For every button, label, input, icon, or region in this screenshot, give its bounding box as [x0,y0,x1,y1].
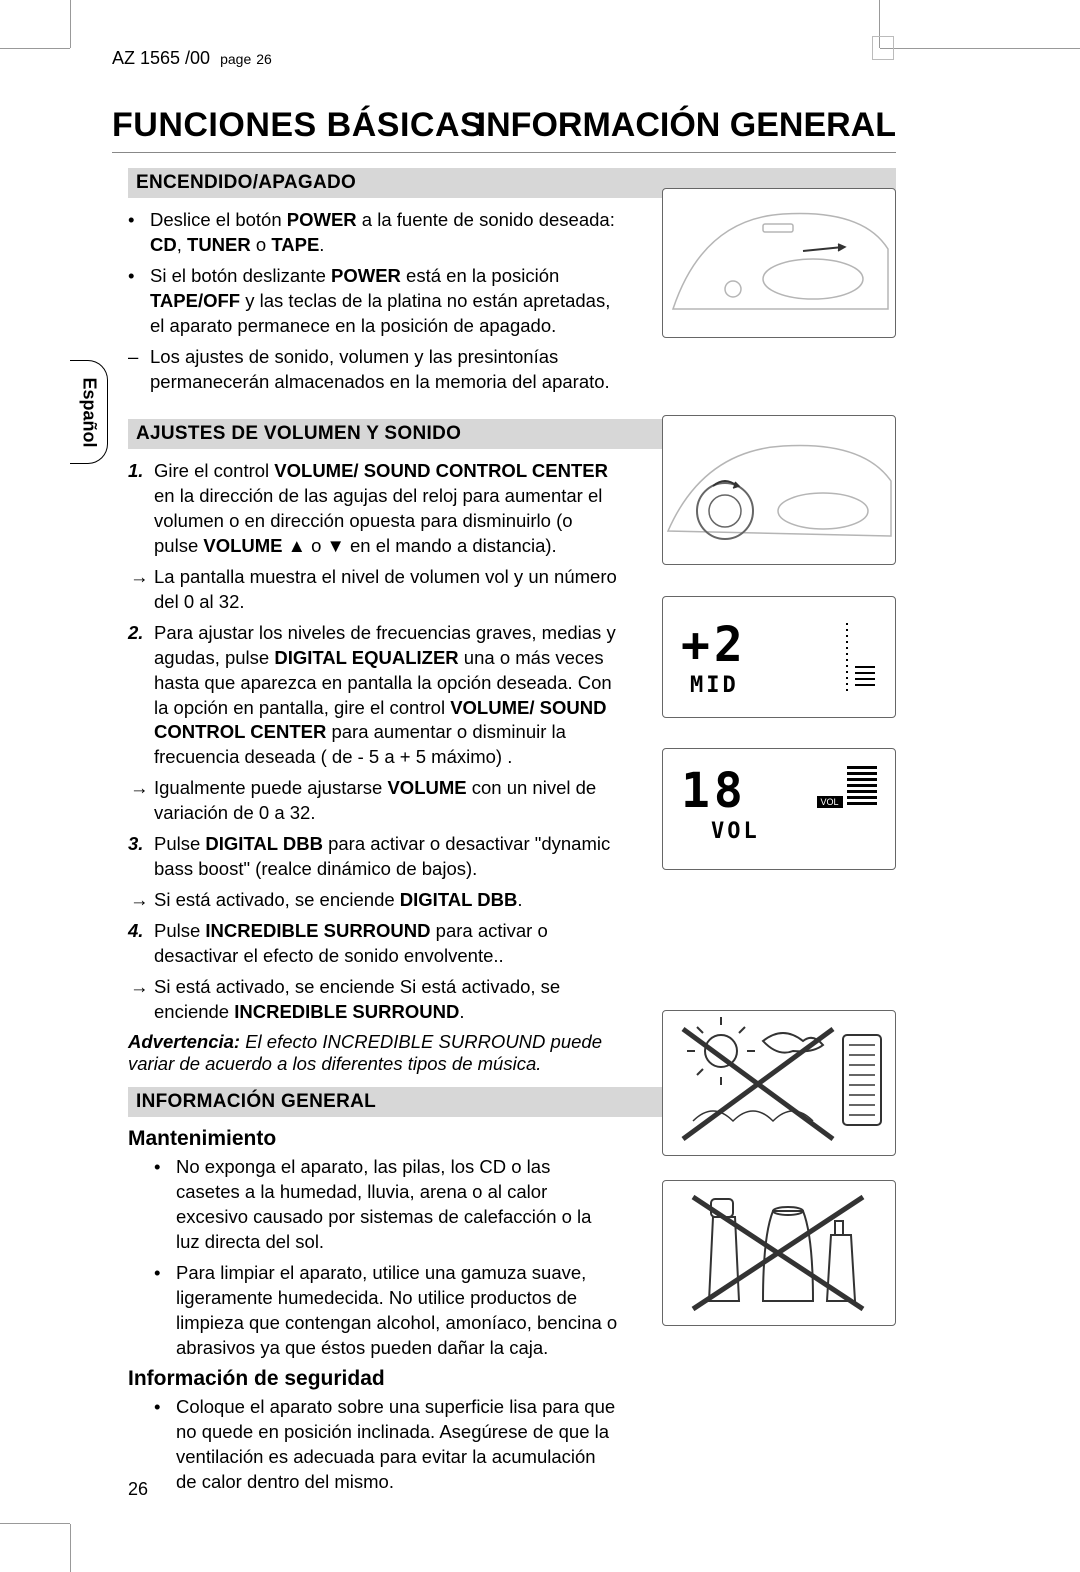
volume-step-3: 3. Pulse DIGITAL DBB para activar o desa… [128,832,618,882]
volume-result-1: → La pantalla muestra el nivel de volume… [128,565,618,615]
volume-result-2: → Igualmente puede ajustarse VOLUME con … [128,776,618,826]
maintenance-subheading: Mantenimiento [128,1127,618,1151]
maintenance-bullet-1: • No exponga el aparato, las pilas, los … [128,1155,618,1255]
page-label: page [220,51,251,67]
volume-warning: Advertencia: El efecto INCREDIBLE SURROU… [128,1031,618,1075]
figure-display-vol: 18 VOL VOL [662,748,896,870]
level-bars-icon [841,617,877,697]
crop-mark [0,1523,70,1524]
title-left: FUNCIONES BÁSICAS [112,106,483,145]
language-tab: Español [70,360,108,464]
page-header: AZ 1565 /00 page 26 [112,48,272,69]
crop-mark [70,0,71,48]
power-bullet-2: • Si el botón deslizante POWER está en l… [128,264,618,339]
safety-bullet-1: • Coloque el aparato sobre una superfici… [128,1395,618,1495]
maintenance-bullet-2: • Para limpiar el aparato, utilice una g… [128,1261,618,1361]
model-number: AZ 1565 /00 [112,48,210,68]
lcd-value: 18 [681,763,760,819]
vol-badge: VOL [817,796,843,808]
figure-volume-knob [662,415,896,565]
lcd-value: +2 [681,617,747,673]
crop-mark [70,1524,71,1572]
lcd-label: VOL [681,819,760,844]
crop-mark [0,48,70,49]
level-bars-icon [847,763,877,805]
title-right: INFORMACIÓN GENERAL [477,106,896,145]
language-label: Español [78,377,99,447]
crop-mark [880,48,1080,49]
figure-device-top [662,188,896,338]
volume-result-3: → Si está activado, se enciende DIGITAL … [128,888,618,913]
figure-display-mid: +2 MID [662,596,896,718]
figure-no-chemicals [662,1180,896,1326]
volume-result-4: → Si está activado, se enciende Si está … [128,975,618,1025]
volume-step-1: 1. Gire el control VOLUME/ SOUND CONTROL… [128,459,618,559]
crop-box [872,36,894,60]
bottom-page-number: 26 [128,1479,148,1500]
lcd-label: MID [681,673,747,698]
volume-step-4: 4. Pulse INCREDIBLE SURROUND para activa… [128,919,618,969]
safety-subheading: Información de seguridad [128,1367,618,1391]
figure-no-sun-heat [662,1010,896,1156]
power-bullet-1: • Deslice el botón POWER a la fuente de … [128,208,618,258]
title-rule [112,152,896,153]
volume-step-2: 2. Para ajustar los niveles de frecuenci… [128,621,618,771]
power-dash-1: – Los ajustes de sonido, volumen y las p… [128,345,618,395]
page-number: 26 [256,51,272,67]
